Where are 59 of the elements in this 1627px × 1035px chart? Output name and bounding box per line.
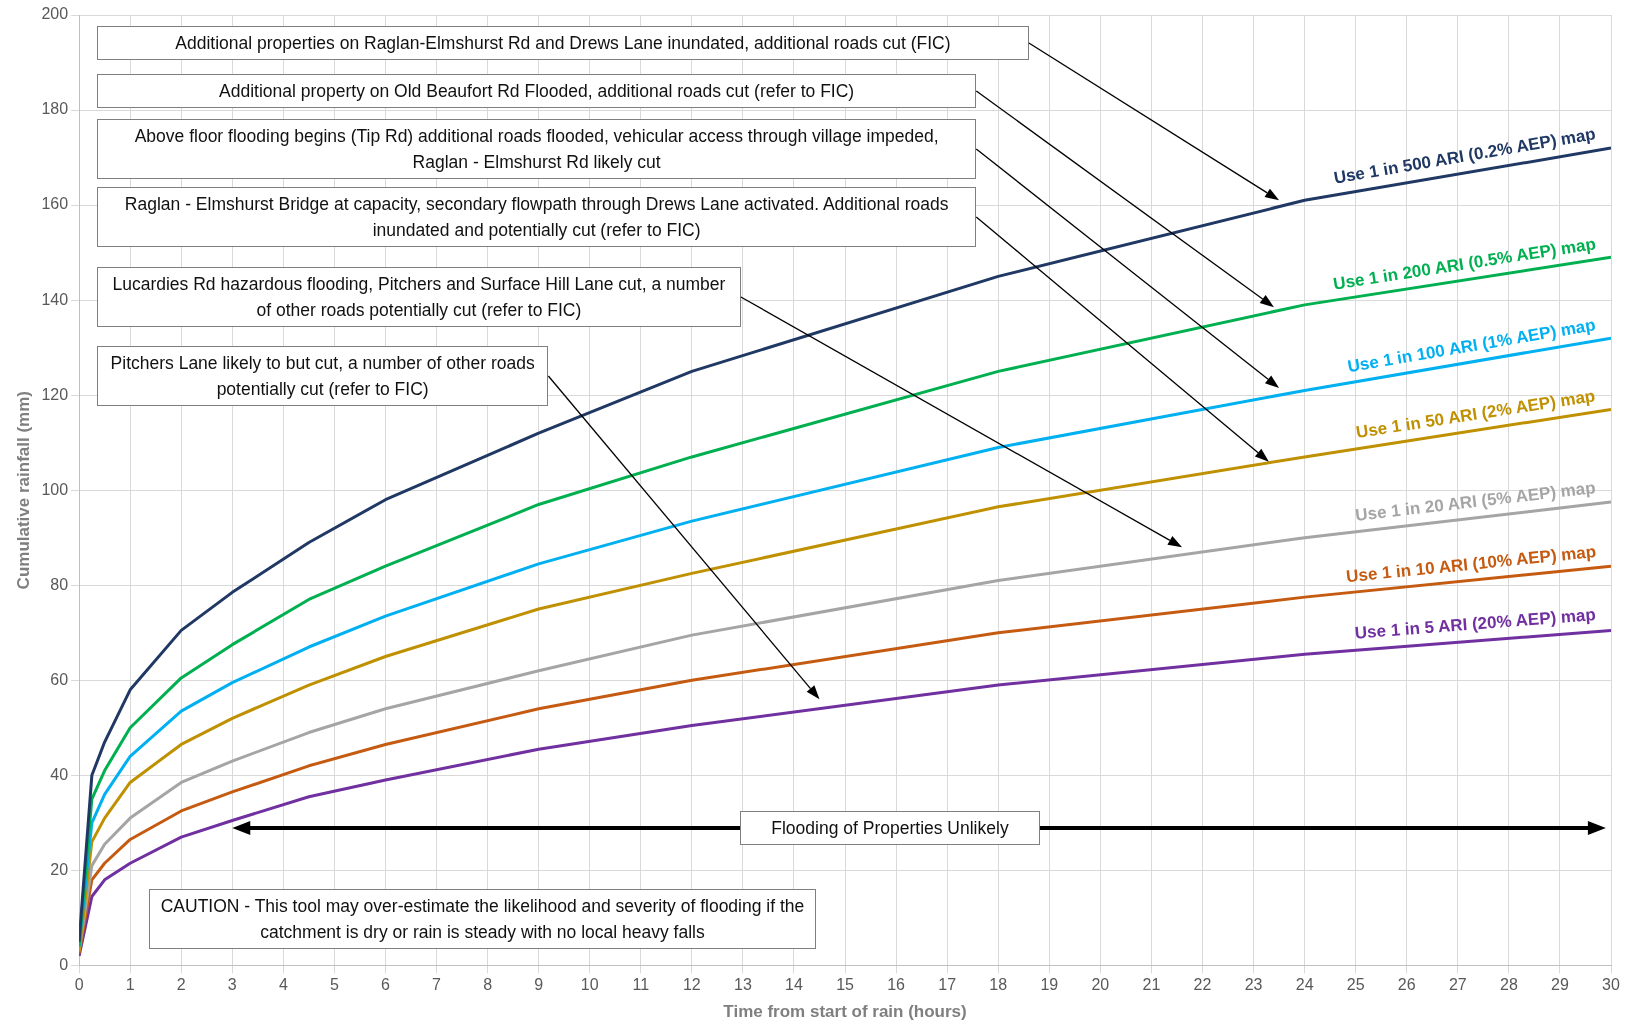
text: Use 1 in 20 ARI (5% AEP) map <box>1354 477 1597 526</box>
x-tick-label: 4 <box>278 976 288 994</box>
x-tick-label: 1 <box>125 976 135 994</box>
x-tick-label: 17 <box>938 976 957 994</box>
y-tick-label: 160 <box>41 195 69 213</box>
y-tick-label: 140 <box>41 290 69 308</box>
y-tick-label: 0 <box>59 955 69 973</box>
x-tick-label: 26 <box>1397 976 1416 994</box>
text: Use 1 in 50 ARI (2% AEP) map <box>1354 385 1597 443</box>
x-tick-label: 19 <box>1040 976 1059 994</box>
x-tick-label: 14 <box>785 976 803 994</box>
x-tick-label: 22 <box>1193 976 1212 994</box>
y-tick-label: 20 <box>50 860 69 878</box>
x-tick-label: 7 <box>432 976 442 994</box>
y-tick-label: 40 <box>50 765 69 783</box>
note-box: Above floor flooding begins (Tip Rd) additional roads flooded, vehicular access through village impeded, Raglan - Elmshurst Rd likely cut <box>96 119 977 180</box>
x-tick-label: 27 <box>1448 976 1467 994</box>
x-tick-label: 25 <box>1346 976 1365 994</box>
y-tick-label: 120 <box>41 385 69 403</box>
x-axis-title: Time from start of rain (hours) <box>723 1002 967 1022</box>
x-tick-label: 10 <box>580 976 599 994</box>
y-tick-label: 200 <box>41 5 69 23</box>
text: Use 1 in 100 ARI (1% AEP) map <box>1346 314 1597 377</box>
x-tick-label: 23 <box>1244 976 1263 994</box>
x-tick-label: 24 <box>1295 976 1314 994</box>
text: Use 1 in 500 ARI (0.2% AEP) map <box>1332 124 1598 190</box>
y-tick-label: 180 <box>41 100 69 118</box>
text: Use 1 in 10 ARI (10% AEP) map <box>1345 541 1597 587</box>
x-tick-label: 20 <box>1091 976 1110 994</box>
text: Use 1 in 200 ARI (0.5% AEP) map <box>1332 233 1598 295</box>
x-tick-label: 18 <box>989 976 1008 994</box>
x-tick-label: 6 <box>381 976 391 994</box>
x-tick-label: 29 <box>1551 976 1569 994</box>
x-tick-label: 12 <box>682 976 701 994</box>
note-box: Raglan - Elmshurst Bridge at capacity, secondary flowpath through Drews Lane activated. Additional roads inundated and potentially cut (refer to FIC) <box>96 187 977 248</box>
note-box: Additional properties on Raglan-Elmshurst Rd and Drews Lane inundated, additional roads cut (FIC) <box>96 26 1029 61</box>
note-box: Additional property on Old Beaufort Rd Flooded, additional roads cut (refer to FIC) <box>96 74 977 109</box>
x-tick-label: 30 <box>1602 976 1620 994</box>
x-tick-label: 11 <box>632 976 650 994</box>
note-box: Flooding of Properties Unlikely <box>739 811 1041 846</box>
note-box: Lucardies Rd hazardous flooding, Pitchers and Surface Hill Lane cut, a number of other roads potentially cut (refer to FIC) <box>96 267 741 328</box>
y-axis-title: Cumulative rainfall (mm) <box>13 391 33 590</box>
x-tick-label: 28 <box>1499 976 1518 994</box>
series-label: Use 1 in 5 ARI (20% AEP) map <box>1354 605 1597 645</box>
y-tick-label: 80 <box>50 575 69 593</box>
x-tick-label: 2 <box>176 976 186 994</box>
x-tick-label: 8 <box>483 976 493 994</box>
x-tick-label: 5 <box>329 976 339 994</box>
note-box: CAUTION - This tool may over-estimate the likelihood and severity of flooding if the catchment is dry or rain is steady with no local heavy falls <box>149 889 816 950</box>
y-tick-label: 100 <box>41 480 69 498</box>
x-tick-label: 15 <box>836 976 855 994</box>
x-tick-label: 21 <box>1142 976 1161 994</box>
x-tick-label: 16 <box>887 976 906 994</box>
x-tick-label: 9 <box>534 976 544 994</box>
x-tick-label: 13 <box>734 976 752 994</box>
x-tick-label: 3 <box>227 976 237 994</box>
y-tick-label: 60 <box>50 670 69 688</box>
note-box: Pitchers Lane likely to but cut, a number of other roads potentially cut (refer to FIC) <box>96 346 549 407</box>
x-tick-label: 0 <box>74 976 84 994</box>
